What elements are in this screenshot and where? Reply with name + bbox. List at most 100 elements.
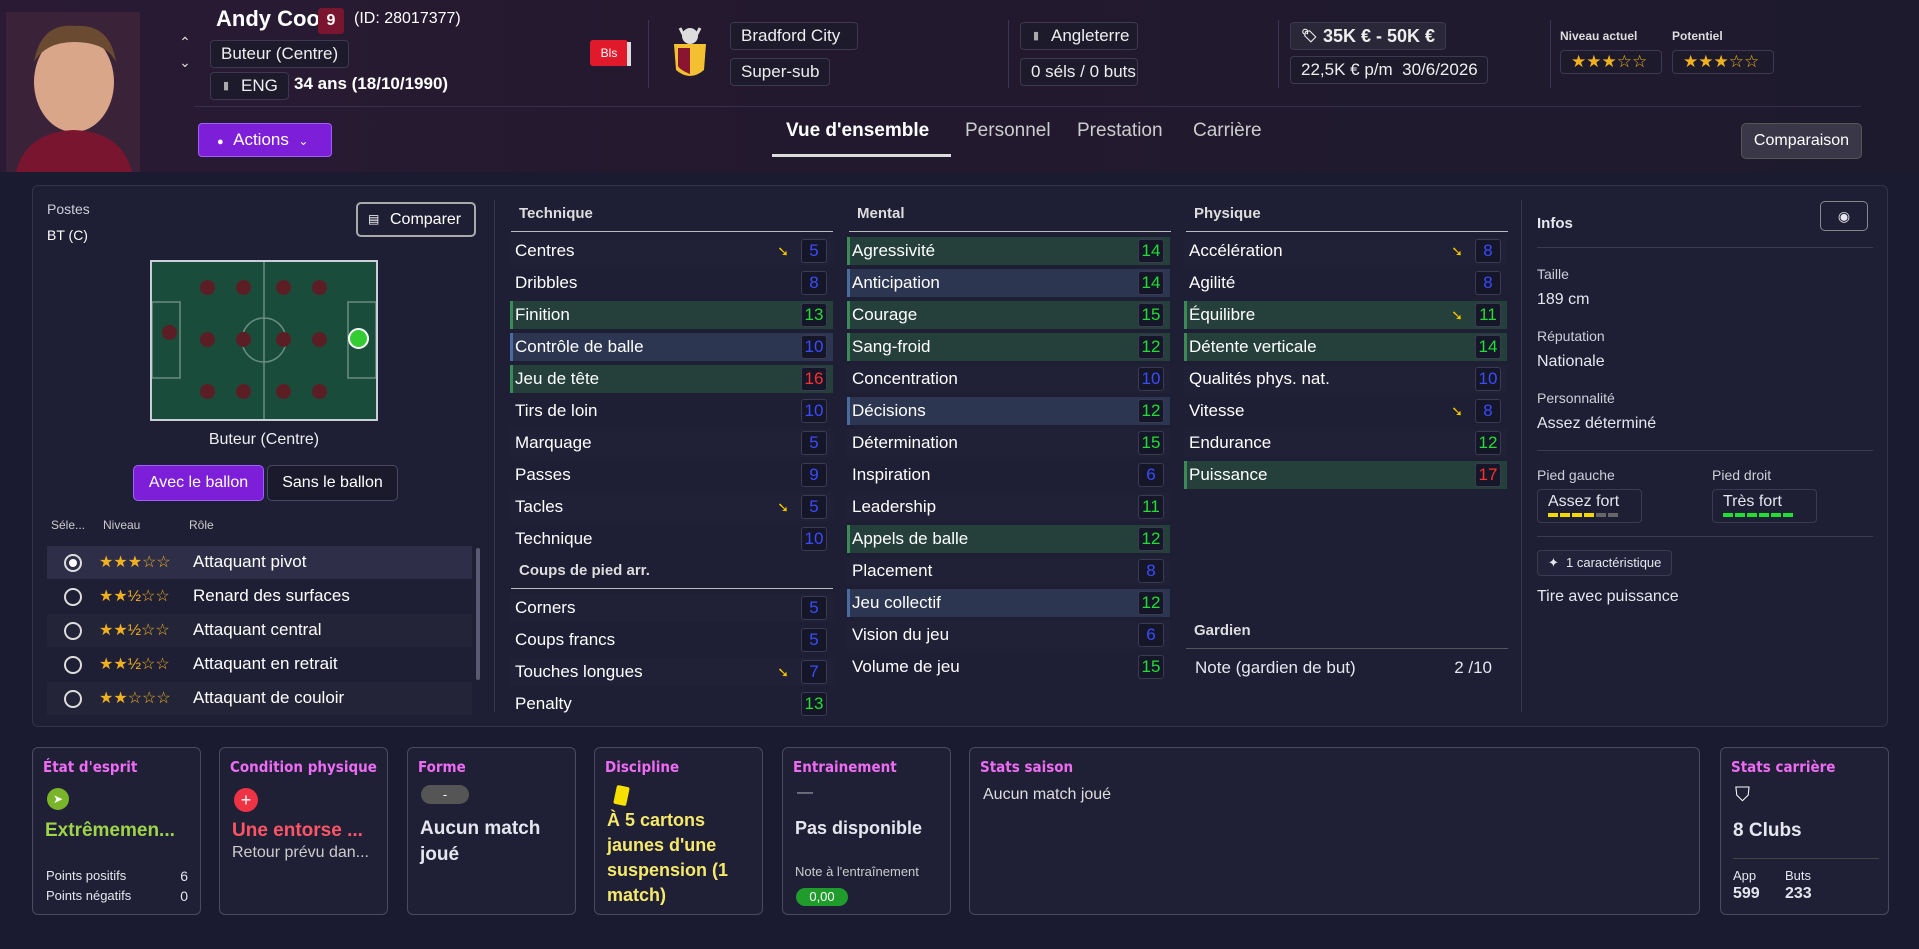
attribute-row[interactable]: Détermination 15: [847, 429, 1170, 457]
role-row[interactable]: ★★½☆☆ Attaquant central: [47, 614, 472, 647]
attribute-row[interactable]: Détente verticale 14: [1184, 333, 1507, 361]
club-name[interactable]: Bradford City: [730, 22, 858, 50]
attribute-row[interactable]: Vitesse ➘ 8: [1184, 397, 1507, 425]
attribute-row[interactable]: Placement 8: [847, 557, 1170, 585]
attribute-value: 12: [1138, 527, 1164, 551]
attribute-value: 12: [1138, 591, 1164, 615]
role-radio[interactable]: [64, 588, 82, 606]
attribute-row[interactable]: Jeu de tête 16: [510, 365, 833, 393]
info-settings-icon[interactable]: ◉: [1820, 201, 1868, 231]
tab-personal[interactable]: Personnel: [965, 120, 1051, 141]
tab-career[interactable]: Carrière: [1193, 120, 1262, 141]
attribute-row[interactable]: Penalty 13: [510, 690, 833, 718]
role-row[interactable]: ★★☆☆☆ Attaquant de couloir: [47, 682, 472, 715]
without-ball-toggle[interactable]: Sans le ballon: [267, 465, 398, 501]
attribute-row[interactable]: Endurance 12: [1184, 429, 1507, 457]
prev-player-icon[interactable]: ⌃: [179, 34, 191, 50]
attribute-row[interactable]: Technique 10: [510, 525, 833, 553]
attribute-row[interactable]: Centres ➘ 5: [510, 237, 833, 265]
attribute-row[interactable]: Décisions 12: [847, 397, 1170, 425]
attribute-row[interactable]: Puissance 17: [1184, 461, 1507, 489]
role-radio[interactable]: [64, 554, 82, 572]
pitch-position-dot: [236, 384, 251, 399]
attribute-row[interactable]: Dribbles 8: [510, 269, 833, 297]
attribute-row[interactable]: Finition 13: [510, 301, 833, 329]
col-role-header[interactable]: Rôle: [189, 518, 214, 532]
attribute-row[interactable]: Passes 9: [510, 461, 833, 489]
apps-label: App: [1733, 868, 1757, 883]
attribute-row[interactable]: Touches longues ➘ 7: [510, 658, 833, 686]
condition-card[interactable]: Condition physique + Une entorse ... Ret…: [219, 747, 388, 915]
attribute-row[interactable]: Volume de jeu 15: [847, 653, 1170, 681]
shield-icon: ⛉: [1735, 784, 1750, 806]
technique-header: Technique: [511, 205, 833, 232]
actions-button[interactable]: ● Actions ⌄: [198, 123, 332, 157]
attribute-row[interactable]: Marquage 5: [510, 429, 833, 457]
attribute-row[interactable]: Tirs de loin 10: [510, 397, 833, 425]
positive-points-value: 6: [180, 868, 188, 884]
compare-label: Comparer: [390, 211, 462, 228]
gk-rating-label: Note (gardien de but): [1195, 658, 1356, 677]
attribute-row[interactable]: Tacles ➘ 5: [510, 493, 833, 521]
attribute-row[interactable]: Appels de balle 12: [847, 525, 1170, 553]
country-name: Angleterre: [1051, 26, 1130, 45]
attribute-name: Marquage: [515, 433, 592, 452]
country-box[interactable]: ▮ Angleterre: [1020, 22, 1138, 50]
tab-performance[interactable]: Prestation: [1077, 120, 1163, 141]
training-card[interactable]: Entrainement — Pas disponible Note à l'e…: [782, 747, 951, 915]
attribute-row[interactable]: Accélération ➘ 8: [1184, 237, 1507, 265]
caps-box: 0 séls / 0 buts: [1020, 58, 1138, 86]
season-stats-card[interactable]: Stats saison Aucun match joué: [969, 747, 1700, 915]
attribute-row[interactable]: Contrôle de balle 10: [510, 333, 833, 361]
role-row[interactable]: ★★½☆☆ Renard des surfaces: [47, 580, 472, 613]
traits-count-badge[interactable]: ✦ 1 caractéristique: [1537, 550, 1673, 576]
next-player-icon[interactable]: ⌄: [179, 54, 191, 70]
attribute-row[interactable]: Sang-froid 12: [847, 333, 1170, 361]
pitch-position-dot: [276, 384, 291, 399]
morale-card[interactable]: État d'esprit ➤ Extrêmemen... Points pos…: [32, 747, 201, 915]
attribute-row[interactable]: Anticipation 14: [847, 269, 1170, 297]
attribute-row[interactable]: Courage 15: [847, 301, 1170, 329]
attribute-row[interactable]: Agilité 8: [1184, 269, 1507, 297]
player-photo: [6, 12, 140, 172]
discipline-card[interactable]: Discipline À 5 cartons jaunes d'une susp…: [594, 747, 763, 915]
attribute-row[interactable]: Coups francs 5: [510, 626, 833, 654]
comparison-button[interactable]: Comparaison: [1741, 123, 1862, 159]
attribute-value: 10: [801, 399, 827, 423]
attribute-row[interactable]: Inspiration 6: [847, 461, 1170, 489]
role-row[interactable]: ★★★☆☆ Attaquant pivot: [47, 546, 472, 579]
attribute-row[interactable]: Jeu collectif 12: [847, 589, 1170, 617]
role-radio[interactable]: [64, 690, 82, 708]
value-range: 35K € - 50K €: [1323, 26, 1436, 46]
attribute-row[interactable]: Leadership 11: [847, 493, 1170, 521]
attribute-row[interactable]: Qualités phys. nat. 10: [1184, 365, 1507, 393]
value-box[interactable]: 🏷 35K € - 50K €: [1290, 22, 1447, 50]
attribute-name: Endurance: [1189, 433, 1272, 452]
col-level-header[interactable]: Niveau: [103, 518, 141, 532]
compare-button[interactable]: ▤ Comparer: [356, 202, 476, 237]
attribute-value: 10: [801, 335, 827, 359]
attribute-row[interactable]: Concentration 10: [847, 365, 1170, 393]
form-card[interactable]: Forme - Aucun match joué: [407, 747, 576, 915]
injury-badge[interactable]: Bls: [590, 40, 628, 66]
role-radio[interactable]: [64, 622, 82, 640]
with-ball-toggle[interactable]: Avec le ballon: [133, 465, 264, 501]
club-crest-icon[interactable]: [666, 26, 714, 82]
attribute-row[interactable]: Vision du jeu 6: [847, 621, 1170, 649]
squad-role: Super-sub: [730, 58, 830, 86]
tab-overview[interactable]: Vue d'ensemble: [786, 120, 930, 141]
attribute-row[interactable]: Agressivité 14: [847, 237, 1170, 265]
player-name: Andy Cook: [216, 6, 333, 31]
roles-scrollbar[interactable]: [476, 548, 480, 680]
attribute-name: Leadership: [852, 497, 937, 516]
negative-points-label: Points négatifs: [46, 888, 132, 903]
nation-box[interactable]: ▮ ENG: [210, 72, 289, 100]
role-row[interactable]: ★★½☆☆ Attaquant en retrait: [47, 648, 472, 681]
personality-value: Assez déterminé: [1537, 415, 1657, 432]
attribute-row[interactable]: Corners 5: [510, 594, 833, 622]
career-stats-card[interactable]: Stats carrière ⛉ 8 Clubs App 599 Buts 23…: [1720, 747, 1889, 915]
attribute-row[interactable]: Équilibre ➘ 11: [1184, 301, 1507, 329]
role-radio[interactable]: [64, 656, 82, 674]
pitch-position-dot: [276, 332, 291, 347]
col-select-header[interactable]: Séle...: [51, 518, 86, 532]
